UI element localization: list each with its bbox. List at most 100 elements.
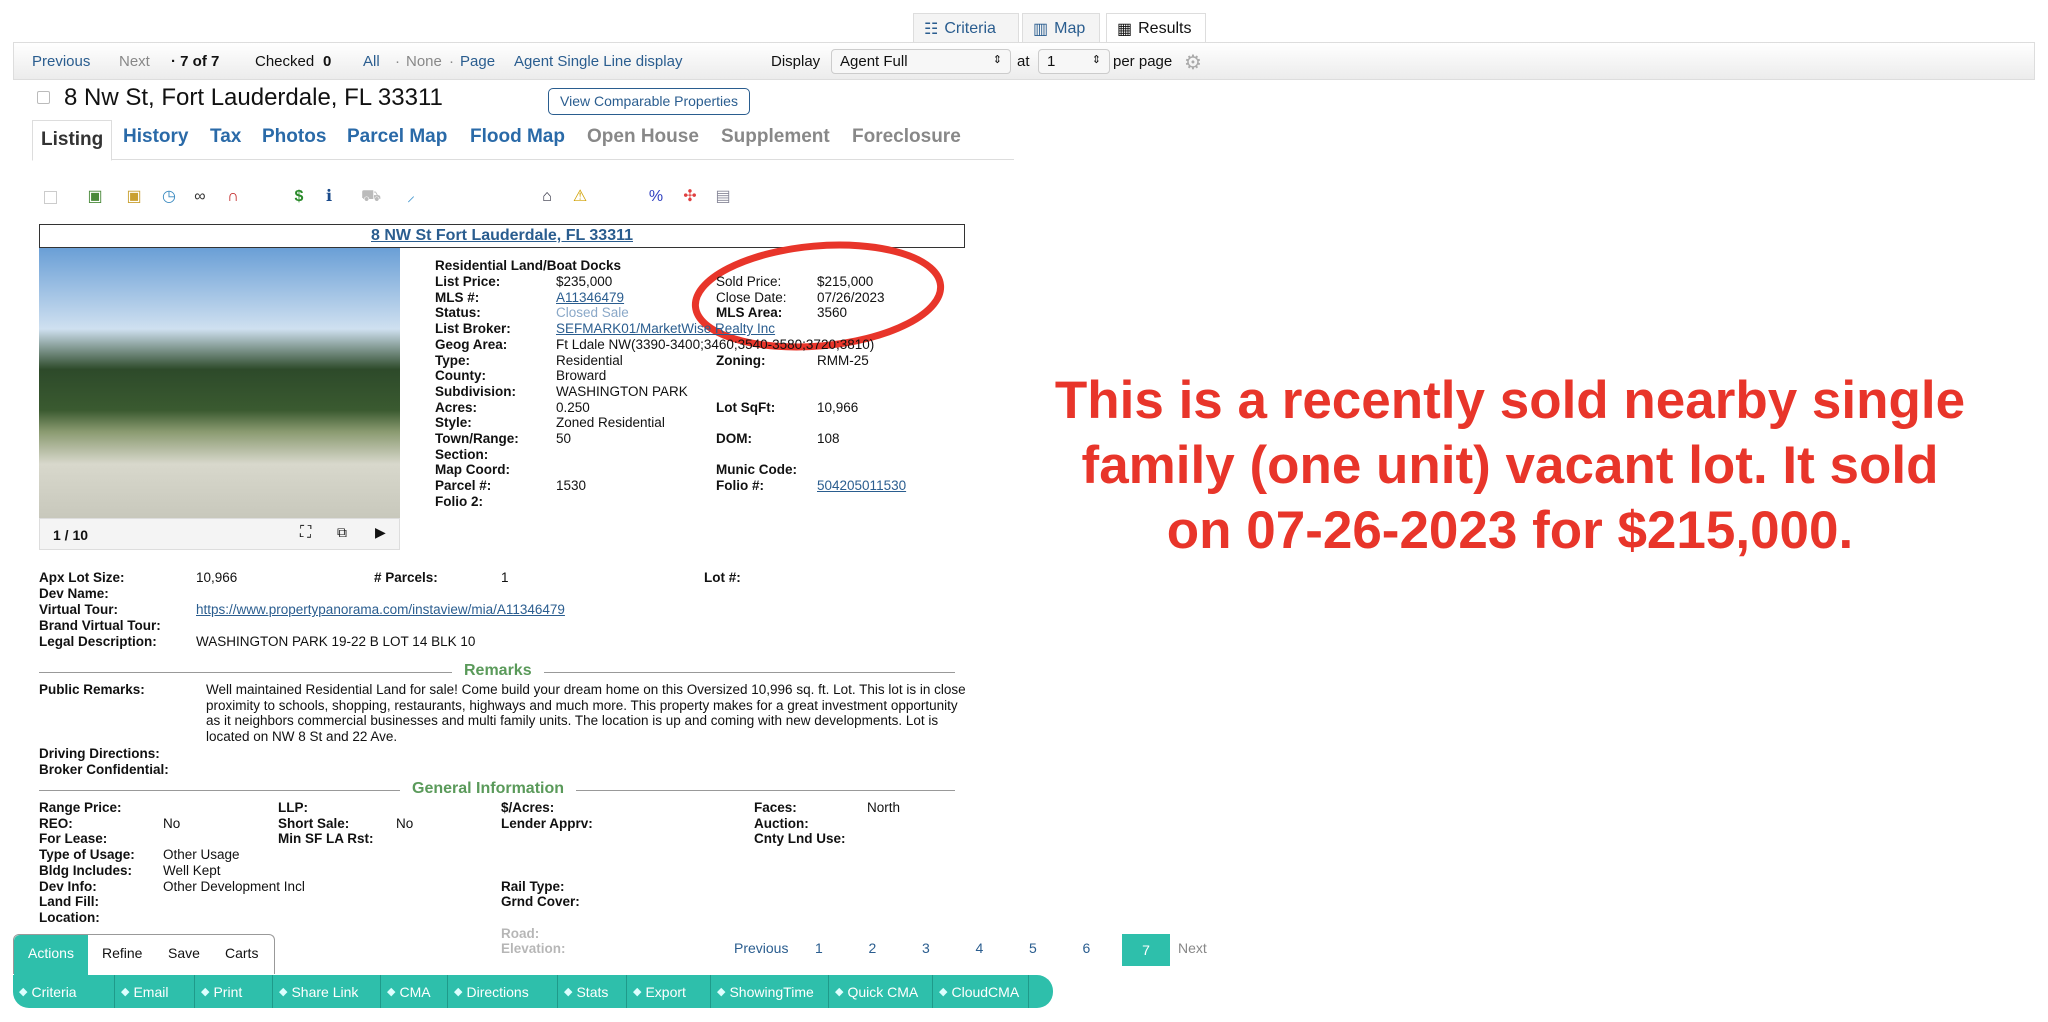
- action-export[interactable]: ◆ Export: [627, 975, 711, 1008]
- tab-supplement[interactable]: Supplement: [721, 126, 830, 147]
- pagination-next[interactable]: Next: [1178, 940, 1207, 956]
- page-4[interactable]: 4: [975, 940, 984, 956]
- warning-icon[interactable]: ⚠: [572, 188, 588, 205]
- general-info-header: General Information: [400, 780, 577, 798]
- tab-history[interactable]: History: [123, 126, 189, 147]
- page-6[interactable]: 6: [1082, 940, 1091, 956]
- dollar-icon[interactable]: $: [294, 188, 304, 205]
- compass-icon: ◆: [454, 986, 463, 998]
- tab-actions[interactable]: Actions: [14, 935, 88, 975]
- listing-photo[interactable]: [39, 248, 400, 518]
- action-tabs: Actions Refine Save Carts: [13, 934, 275, 975]
- select-all-link[interactable]: All: [363, 53, 380, 70]
- action-directions[interactable]: ◆ Directions: [448, 975, 558, 1008]
- field-value: 10,966: [817, 399, 859, 415]
- info-icon[interactable]: ℹ: [325, 188, 333, 205]
- previous-link[interactable]: Previous: [32, 53, 91, 70]
- action-email[interactable]: ◆ Email: [115, 975, 195, 1008]
- row-checkbox[interactable]: [44, 191, 57, 204]
- tab-carts[interactable]: Carts: [225, 945, 259, 961]
- per-page-label: per page: [1113, 53, 1173, 70]
- display-select[interactable]: Agent Full ⇕: [831, 49, 1011, 74]
- field-label: List Broker:: [435, 321, 511, 337]
- document-icon: ◆: [387, 986, 396, 998]
- action-print[interactable]: ◆ Print: [195, 975, 273, 1008]
- field-value: Ft Ldale NW(3390-3400;3460;3540-3580;372…: [556, 336, 875, 352]
- field-label: Min SF LA Rst:: [278, 831, 374, 847]
- tab-foreclosure[interactable]: Foreclosure: [852, 126, 961, 147]
- field-link[interactable]: A11346479: [556, 289, 625, 305]
- page-3[interactable]: 3: [922, 940, 930, 956]
- tab-results[interactable]: ▦ Results: [1106, 13, 1206, 44]
- tab-listing[interactable]: Listing: [32, 120, 113, 161]
- gear-icon[interactable]: ⚙: [1184, 52, 1202, 74]
- field-value: Other Development Incl: [163, 878, 305, 894]
- clock-icon[interactable]: ◷: [162, 188, 176, 205]
- next-photo-icon[interactable]: ▶: [375, 524, 386, 540]
- popout-icon[interactable]: ⧉: [337, 524, 347, 540]
- field-value: North: [867, 800, 901, 815]
- action-criteria[interactable]: ◆ Criteria: [13, 975, 115, 1008]
- field-label: List Price:: [435, 274, 501, 289]
- folio-link[interactable]: 504205011530: [817, 478, 907, 494]
- tab-open-house[interactable]: Open House: [587, 126, 699, 147]
- action-stats[interactable]: ◆ Stats: [558, 975, 627, 1008]
- tab-photos[interactable]: Photos: [262, 126, 327, 147]
- select-none-link[interactable]: None: [406, 53, 442, 70]
- pinwheel-icon[interactable]: ✣: [683, 188, 697, 205]
- pin-icon[interactable]: ⸝: [406, 188, 415, 205]
- sliders-icon: ☷: [924, 20, 939, 38]
- listing-checkbox[interactable]: [37, 91, 50, 104]
- action-cma[interactable]: ◆ CMA: [381, 975, 448, 1008]
- building-icon[interactable]: ▤: [715, 188, 731, 205]
- property-type: Residential Land/Boat Docks: [435, 258, 622, 273]
- binoculars-icon[interactable]: ∞: [194, 188, 206, 205]
- single-line-display-link[interactable]: Agent Single Line display: [514, 53, 683, 70]
- tab-refine[interactable]: Refine: [102, 945, 143, 961]
- page-1[interactable]: 1: [815, 940, 823, 956]
- page-7[interactable]: 7: [1122, 934, 1170, 966]
- page-5[interactable]: 5: [1029, 940, 1037, 956]
- tab-map[interactable]: ▥ Map: [1022, 13, 1100, 43]
- export-icon: ◆: [633, 986, 642, 998]
- action-share-link[interactable]: ◆ Share Link: [273, 975, 381, 1008]
- tab-flood-map[interactable]: Flood Map: [470, 126, 565, 147]
- field-label: Zoning:: [716, 352, 766, 368]
- virtual-tour-link[interactable]: https://www.propertypanorama.com/instavi…: [196, 602, 565, 617]
- select-page-link[interactable]: Page: [460, 53, 496, 70]
- tab-save[interactable]: Save: [168, 945, 200, 961]
- percent-icon[interactable]: %: [648, 188, 664, 205]
- field-label: Land Fill:: [39, 894, 99, 910]
- remarks-header: Remarks: [452, 662, 544, 680]
- field-label: Lender Apprv:: [501, 815, 593, 831]
- field-label: REO:: [39, 815, 73, 831]
- field-value: Broward: [556, 368, 607, 384]
- action-showingtime[interactable]: ◆ ShowingTime: [711, 975, 829, 1008]
- house-icon[interactable]: ⌂: [542, 188, 552, 205]
- field-value: 108: [817, 431, 840, 446]
- action-cloudcma[interactable]: ◆ CloudCMA: [933, 975, 1029, 1008]
- field-label: Close Date:: [716, 289, 787, 305]
- address-link[interactable]: 8 NW St Fort Lauderdale, FL 33311: [371, 227, 633, 244]
- car-icon[interactable]: ⛟: [361, 188, 382, 205]
- page-2[interactable]: 2: [868, 940, 877, 956]
- bar-chart-icon: ◆: [564, 986, 573, 998]
- tab-criteria[interactable]: ☷ Criteria: [913, 13, 1019, 43]
- per-page-select[interactable]: 1 ⇕: [1038, 49, 1110, 74]
- tab-parcel-map[interactable]: Parcel Map: [347, 126, 448, 147]
- fullscreen-icon[interactable]: ⛶: [300, 524, 312, 541]
- pagination-previous[interactable]: Previous: [734, 940, 789, 956]
- printer-icon: ◆: [201, 986, 210, 998]
- field-label: Dev Name:: [39, 586, 109, 601]
- photo-icon[interactable]: ▣: [87, 188, 103, 205]
- tab-tax[interactable]: Tax: [210, 126, 242, 147]
- field-label: Brand Virtual Tour:: [39, 618, 161, 633]
- field-value: 07/26/2023: [817, 289, 885, 305]
- view-comparable-button[interactable]: View Comparable Properties: [548, 88, 750, 115]
- field-link[interactable]: SEFMARK01/MarketWise Realty Inc: [556, 321, 776, 337]
- next-link[interactable]: Next: [119, 53, 150, 70]
- picture-icon[interactable]: ▣: [126, 188, 142, 205]
- action-quick-cma[interactable]: ◆ Quick CMA: [829, 975, 933, 1008]
- magnet-icon[interactable]: ∩: [227, 188, 239, 205]
- field-value: 10,966: [196, 570, 238, 585]
